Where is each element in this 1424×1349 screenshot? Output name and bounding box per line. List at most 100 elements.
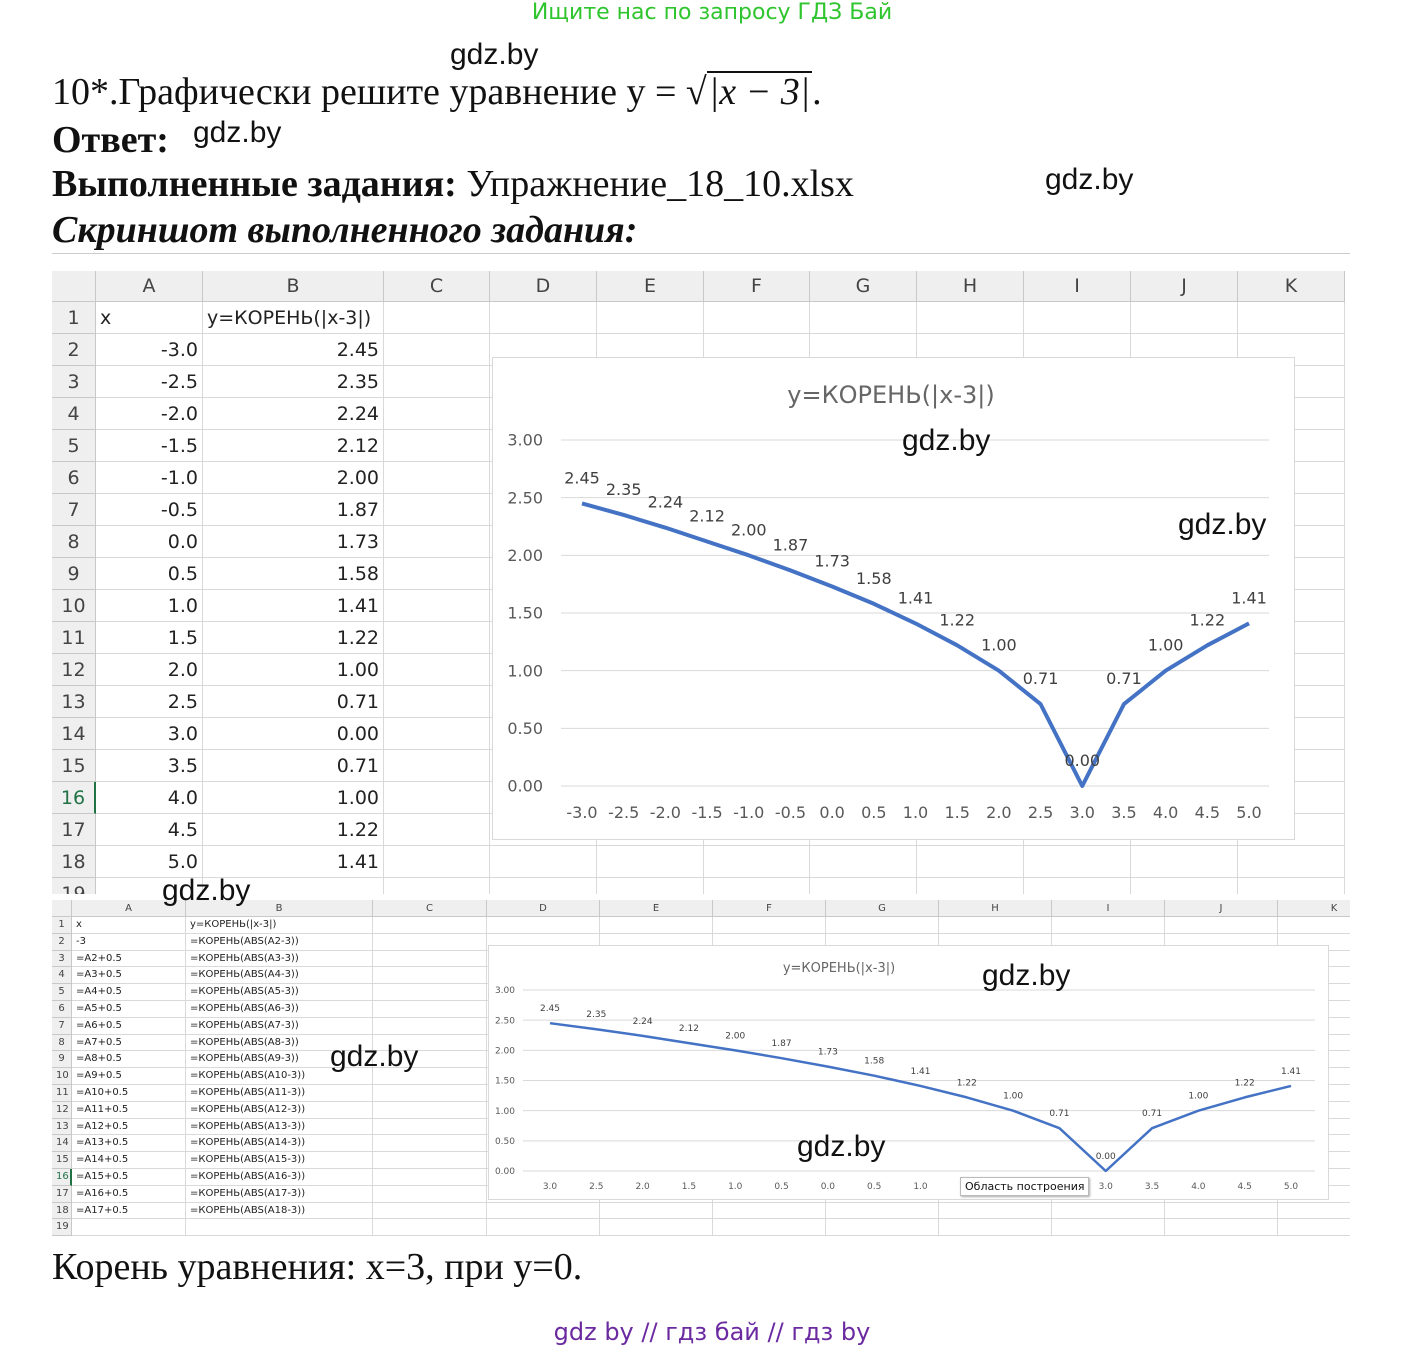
cell-a12[interactable]: =A11+0.5 bbox=[72, 1101, 186, 1119]
cell-f18[interactable] bbox=[704, 846, 810, 878]
cell-c19[interactable] bbox=[384, 878, 490, 894]
cell-a7[interactable]: -0.5 bbox=[96, 494, 203, 526]
column-header-g[interactable]: G bbox=[826, 900, 939, 917]
cell-b8[interactable]: =КОРЕНЬ(ABS(A8-3)) bbox=[186, 1034, 373, 1052]
column-header-i[interactable]: I bbox=[1052, 900, 1165, 917]
cell-b12[interactable]: 1.00 bbox=[203, 654, 384, 686]
row-header[interactable]: 13 bbox=[52, 686, 96, 718]
cell-b9[interactable]: =КОРЕНЬ(ABS(A9-3)) bbox=[186, 1051, 373, 1069]
column-header-c[interactable]: C bbox=[384, 271, 490, 302]
cell-d1[interactable] bbox=[490, 302, 597, 334]
cell-k1[interactable] bbox=[1278, 917, 1350, 934]
cell-g18[interactable] bbox=[810, 846, 917, 878]
row-header[interactable]: 9 bbox=[52, 558, 96, 590]
row-header[interactable]: 17 bbox=[52, 814, 96, 846]
cell-d19[interactable] bbox=[490, 878, 597, 894]
column-header-b[interactable]: B bbox=[203, 271, 384, 302]
row-header[interactable]: 16 bbox=[52, 1169, 72, 1186]
row-header[interactable]: 18 bbox=[52, 846, 96, 878]
promo-banner[interactable]: Ищите нас по запросу ГДЗ Бай bbox=[531, 0, 893, 25]
cell-g19[interactable] bbox=[810, 878, 917, 894]
cell-k19[interactable] bbox=[1238, 878, 1345, 894]
cell-i1[interactable] bbox=[1052, 917, 1165, 934]
row-header[interactable]: 19 bbox=[52, 878, 96, 894]
cell-i19[interactable] bbox=[1052, 1219, 1165, 1237]
cell-b16[interactable]: =КОРЕНЬ(ABS(A16-3)) bbox=[186, 1169, 373, 1186]
cell-c16[interactable] bbox=[373, 1169, 487, 1186]
cell-j19[interactable] bbox=[1131, 878, 1238, 894]
cell-c9[interactable] bbox=[373, 1051, 487, 1069]
cell-a10[interactable]: =A9+0.5 bbox=[72, 1068, 186, 1085]
row-header[interactable]: 4 bbox=[52, 967, 72, 985]
cell-b1[interactable]: y=КОРЕНЬ(|x-3|) bbox=[203, 302, 384, 334]
cell-e1[interactable] bbox=[600, 917, 713, 934]
cell-d18[interactable] bbox=[487, 1202, 600, 1220]
row-header[interactable]: 9 bbox=[52, 1051, 72, 1069]
select-all-corner[interactable] bbox=[52, 271, 96, 302]
cell-c4[interactable] bbox=[373, 967, 487, 985]
cell-c15[interactable] bbox=[384, 750, 490, 782]
cell-c1[interactable] bbox=[384, 302, 490, 334]
cell-f1[interactable] bbox=[704, 302, 810, 334]
row-header[interactable]: 12 bbox=[52, 654, 96, 686]
cell-a11[interactable]: =A10+0.5 bbox=[72, 1085, 186, 1102]
row-header[interactable]: 5 bbox=[52, 430, 96, 462]
cell-f1[interactable] bbox=[713, 917, 826, 934]
column-header-b[interactable]: B bbox=[186, 900, 373, 917]
row-header[interactable]: 14 bbox=[52, 718, 96, 750]
cell-a2[interactable]: -3 bbox=[72, 933, 186, 951]
row-header[interactable]: 11 bbox=[52, 622, 96, 654]
cell-b12[interactable]: =КОРЕНЬ(ABS(A12-3)) bbox=[186, 1101, 373, 1119]
row-header[interactable]: 10 bbox=[52, 590, 96, 622]
cell-c6[interactable] bbox=[384, 462, 490, 494]
cell-c18[interactable] bbox=[384, 846, 490, 878]
cell-b19[interactable] bbox=[186, 1219, 373, 1237]
cell-j1[interactable] bbox=[1131, 302, 1238, 334]
cell-a10[interactable]: 1.0 bbox=[96, 590, 203, 622]
cell-i1[interactable] bbox=[1024, 302, 1131, 334]
row-header[interactable]: 8 bbox=[52, 1034, 72, 1052]
cell-c14[interactable] bbox=[373, 1135, 487, 1153]
column-header-e[interactable]: E bbox=[597, 271, 704, 302]
cell-b4[interactable]: 2.24 bbox=[203, 398, 384, 430]
cell-b15[interactable]: =КОРЕНЬ(ABS(A15-3)) bbox=[186, 1152, 373, 1169]
cell-b14[interactable]: =КОРЕНЬ(ABS(A14-3)) bbox=[186, 1135, 373, 1153]
cell-b14[interactable]: 0.00 bbox=[203, 718, 384, 750]
cell-c8[interactable] bbox=[384, 526, 490, 558]
cell-a9[interactable]: 0.5 bbox=[96, 558, 203, 590]
cell-b8[interactable]: 1.73 bbox=[203, 526, 384, 558]
cell-c6[interactable] bbox=[373, 1001, 487, 1018]
row-header[interactable]: 2 bbox=[52, 334, 96, 366]
row-header[interactable]: 15 bbox=[52, 1152, 72, 1169]
cell-b3[interactable]: 2.35 bbox=[203, 366, 384, 398]
column-header-f[interactable]: F bbox=[713, 900, 826, 917]
cell-h1[interactable] bbox=[939, 917, 1052, 934]
cell-b10[interactable]: 1.41 bbox=[203, 590, 384, 622]
cell-c16[interactable] bbox=[384, 782, 490, 814]
row-header[interactable]: 7 bbox=[52, 1017, 72, 1035]
cell-a13[interactable]: 2.5 bbox=[96, 686, 203, 718]
cell-b5[interactable]: =КОРЕНЬ(ABS(A5-3)) bbox=[186, 984, 373, 1001]
cell-a2[interactable]: -3.0 bbox=[96, 334, 203, 366]
cell-a16[interactable]: 4.0 bbox=[96, 782, 203, 814]
cell-b18[interactable]: =КОРЕНЬ(ABS(A18-3)) bbox=[186, 1202, 373, 1220]
row-header[interactable]: 1 bbox=[52, 917, 72, 934]
column-header-d[interactable]: D bbox=[490, 271, 597, 302]
cell-a12[interactable]: 2.0 bbox=[96, 654, 203, 686]
cell-b10[interactable]: =КОРЕНЬ(ABS(A10-3)) bbox=[186, 1068, 373, 1085]
cell-c1[interactable] bbox=[373, 917, 487, 934]
cell-c13[interactable] bbox=[384, 686, 490, 718]
cell-c13[interactable] bbox=[373, 1118, 487, 1136]
cell-b6[interactable]: =КОРЕНЬ(ABS(A6-3)) bbox=[186, 1001, 373, 1018]
row-header[interactable]: 13 bbox=[52, 1118, 72, 1136]
row-header[interactable]: 14 bbox=[52, 1135, 72, 1153]
select-all-corner[interactable] bbox=[52, 900, 72, 917]
cell-b16[interactable]: 1.00 bbox=[203, 782, 384, 814]
row-header[interactable]: 2 bbox=[52, 933, 72, 951]
cell-d1[interactable] bbox=[487, 917, 600, 934]
cell-b6[interactable]: 2.00 bbox=[203, 462, 384, 494]
cell-a15[interactable]: =A14+0.5 bbox=[72, 1152, 186, 1169]
cell-b13[interactable]: =КОРЕНЬ(ABS(A13-3)) bbox=[186, 1118, 373, 1136]
cell-c15[interactable] bbox=[373, 1152, 487, 1169]
cell-c7[interactable] bbox=[373, 1017, 487, 1035]
